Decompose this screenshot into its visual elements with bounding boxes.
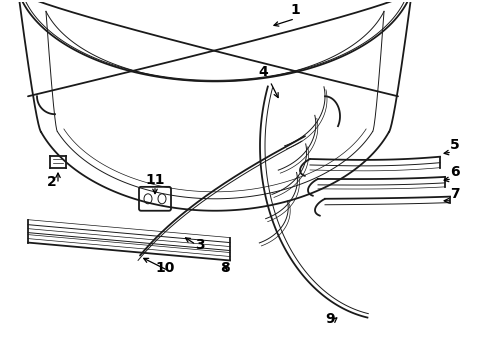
Text: 7: 7	[450, 187, 460, 201]
Text: 9: 9	[325, 312, 335, 326]
Text: 3: 3	[195, 238, 205, 252]
Text: 6: 6	[450, 165, 460, 179]
Text: 5: 5	[450, 138, 460, 152]
Text: 10: 10	[156, 261, 175, 275]
Text: 2: 2	[47, 175, 57, 189]
Text: 11: 11	[145, 173, 165, 187]
Text: 4: 4	[258, 66, 268, 80]
Text: 1: 1	[290, 3, 300, 17]
Text: 8: 8	[220, 261, 230, 275]
